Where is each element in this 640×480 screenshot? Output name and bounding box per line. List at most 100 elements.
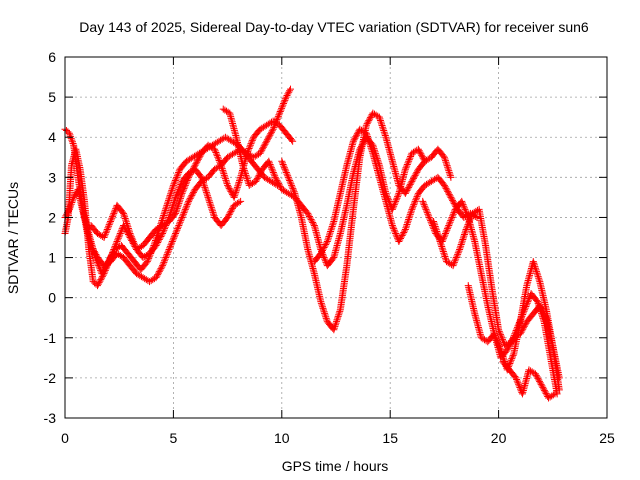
data-point: [450, 258, 458, 266]
data-point: [282, 167, 290, 175]
data-point: [320, 308, 328, 316]
data-point: [178, 191, 186, 199]
data-point: [168, 205, 176, 213]
data-point: [130, 239, 138, 247]
data-point: [224, 213, 232, 221]
data-point: [102, 229, 110, 237]
data-point: [128, 234, 136, 242]
data-point: [439, 246, 447, 254]
data-point: [107, 216, 115, 224]
data-point: [397, 233, 405, 241]
y-tick-labels: -3 -2 -1 0 1 2 3 4 5 6: [44, 49, 57, 426]
data-point: [409, 204, 417, 212]
data-point: [458, 199, 466, 207]
data-point: [207, 202, 215, 210]
data-point: [100, 270, 108, 278]
data-point: [116, 229, 124, 237]
series-arc-1: [61, 85, 294, 286]
data-point: [281, 165, 289, 173]
data-point: [261, 140, 269, 148]
data-point: [204, 193, 212, 201]
data-point: [274, 114, 282, 122]
data-point: [447, 215, 455, 223]
data-point: [243, 149, 251, 157]
data-point: [113, 238, 121, 246]
data-point: [368, 148, 376, 156]
data-point: [513, 377, 521, 385]
data-point: [451, 207, 459, 215]
data-point: [267, 130, 275, 138]
data-point: [107, 217, 115, 225]
data-point: [166, 191, 174, 199]
data-point: [101, 268, 109, 276]
data-point: [336, 307, 344, 315]
data-point: [431, 221, 439, 229]
data-point: [441, 254, 449, 262]
data-point: [439, 248, 447, 256]
data-point: [282, 169, 290, 177]
data-point: [509, 351, 517, 359]
data-point: [194, 157, 202, 165]
data-point: [114, 236, 122, 244]
data-point: [240, 166, 248, 174]
data-point: [333, 316, 341, 324]
data-point: [424, 210, 432, 218]
data-point: [305, 212, 313, 220]
data-point: [403, 186, 411, 194]
data-point: [124, 223, 132, 231]
data-point: [162, 252, 170, 260]
data-point: [460, 230, 468, 238]
data-point: [194, 155, 202, 163]
data-point: [68, 138, 76, 146]
data-point: [236, 177, 244, 185]
data-point: [156, 266, 164, 274]
data-point: [407, 207, 415, 215]
data-point: [163, 201, 171, 209]
data-point: [220, 170, 228, 178]
data-point: [263, 137, 271, 145]
data-point: [378, 120, 386, 128]
data-point: [452, 254, 460, 262]
data-point: [253, 174, 261, 182]
data-point: [441, 183, 449, 191]
data-point: [167, 188, 175, 196]
x-tick-label: 10: [274, 430, 290, 446]
data-point: [223, 178, 231, 186]
data-point: [497, 332, 505, 340]
data-point: [268, 127, 276, 135]
data-point: [448, 195, 456, 203]
data-point: [309, 218, 317, 226]
data-point: [103, 225, 111, 233]
data-point: [177, 179, 185, 187]
data-point: [455, 247, 463, 255]
data-point: [170, 234, 178, 242]
data-point: [114, 234, 122, 242]
data-point: [279, 101, 287, 109]
data-point: [101, 232, 109, 240]
data-point: [365, 138, 373, 146]
data-point: [166, 244, 174, 252]
data-point: [321, 242, 329, 250]
data-point: [452, 255, 460, 263]
data-point: [400, 228, 408, 236]
data-point: [322, 314, 330, 322]
data-point: [531, 370, 539, 378]
data-point: [498, 351, 506, 359]
data-point: [420, 201, 428, 209]
data-point: [117, 228, 125, 236]
data-point: [191, 161, 199, 169]
data-point: [185, 173, 193, 181]
data-point: [230, 193, 238, 201]
data-point: [445, 220, 453, 228]
data-point: [244, 146, 252, 154]
data-point: [394, 191, 402, 199]
data-point: [190, 163, 198, 171]
data-point: [221, 175, 229, 183]
data-point: [449, 262, 457, 270]
data-point: [520, 324, 528, 332]
data-point: [440, 249, 448, 257]
data-point: [169, 183, 177, 191]
data-point: [430, 217, 438, 225]
data-point: [325, 231, 333, 239]
data-point: [444, 223, 452, 231]
